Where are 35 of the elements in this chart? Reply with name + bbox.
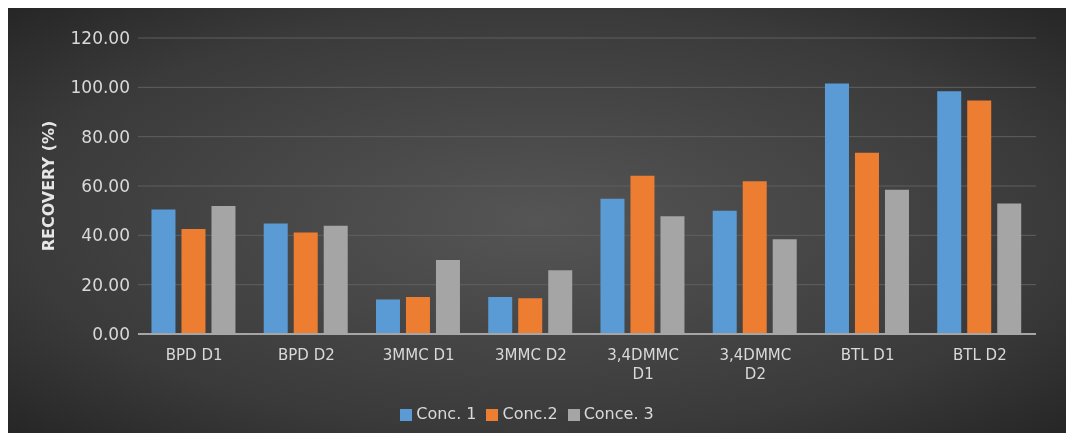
bar xyxy=(742,181,767,334)
bar xyxy=(712,210,737,334)
legend-label: Conc.2 xyxy=(502,404,558,423)
bar xyxy=(293,232,318,334)
bar xyxy=(600,198,625,334)
bar xyxy=(824,83,849,334)
y-tick-label: 60.00 xyxy=(81,176,130,197)
legend-label: Conc. 1 xyxy=(416,404,477,423)
bar xyxy=(405,297,430,334)
x-tick-label: BTL D1 xyxy=(840,346,895,364)
bar xyxy=(518,298,543,334)
y-tick-label: 100.00 xyxy=(70,77,130,98)
x-tick-label: 3MMC D1 xyxy=(382,346,455,364)
x-tick-label: 3,4DMMC D2 xyxy=(719,346,792,383)
y-tick-label: 80.00 xyxy=(81,126,130,147)
bar xyxy=(488,297,513,334)
bar xyxy=(854,152,879,334)
x-tick-label: BTL D2 xyxy=(953,346,1007,364)
bar xyxy=(375,299,400,334)
y-tick-label: 120.00 xyxy=(70,28,130,49)
x-tick-label: 3,4DMMC D1 xyxy=(607,346,680,383)
bar xyxy=(630,175,655,334)
bar xyxy=(967,100,992,334)
x-tick-label: 3MMC D2 xyxy=(494,346,567,364)
bar xyxy=(937,91,962,334)
bar xyxy=(263,223,288,334)
x-tick-label: BPD D1 xyxy=(165,346,223,364)
y-tick-label: 40.00 xyxy=(81,225,130,246)
x-tick-label: BPD D2 xyxy=(278,346,335,364)
y-axis-title: RECOVERY (%) xyxy=(38,120,58,252)
bar xyxy=(151,209,176,334)
y-tick-label: 20.00 xyxy=(81,274,130,295)
y-tick-label: 0.00 xyxy=(92,324,130,345)
legend-label: Conce. 3 xyxy=(583,404,654,423)
bar xyxy=(181,228,206,334)
